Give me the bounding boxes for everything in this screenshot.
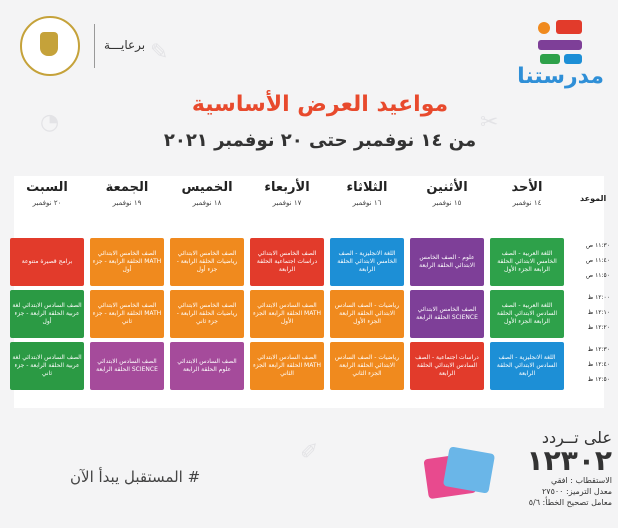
day-header: السبت ٢٠ نوفمبر	[8, 180, 86, 220]
ministry-sponsor: برعايـــة	[12, 10, 146, 76]
program-block: برامج قصيرة متنوعة	[10, 238, 84, 286]
doodle-icon: ◔	[40, 110, 60, 135]
program-block: اللغة العربية - الصف الخامس الابتدائي ال…	[490, 238, 564, 286]
program-block: علوم - الصف الخامس الابتدائي الحلقة الرا…	[410, 238, 484, 286]
time-slot: ١٢:٤٠ ظ	[587, 361, 610, 368]
doodle-icon: ✂	[480, 110, 499, 135]
program-block: الصف الخامس الابتدائي SCIENCE الحلقة الر…	[410, 290, 484, 338]
program-block: الصف السادس الابتدائي لغة عربية الحلقة ا…	[10, 342, 84, 390]
program-block: دراسات اجتماعية - الصف السادس الابتدائي …	[410, 342, 484, 390]
day-name: الأربعاء	[264, 180, 310, 195]
day-header: الثلاثاء ١٦ نوفمبر	[328, 180, 406, 220]
madrasetna-logo	[530, 10, 606, 90]
frequency-number: ١٢٣٠٢	[526, 444, 612, 477]
program-block: الصف السادس الابتدائي علوم الحلقة الرابع…	[170, 342, 244, 390]
logo-wordmark: مدرستنا	[517, 64, 604, 89]
program-block: الصف الخامس الابتدائي MATH الحلقة الرابع…	[90, 238, 164, 286]
program-block: رياضيات - الصف السادس الابتدائي الحلقة ا…	[330, 290, 404, 338]
day-header: الأثنين ١٥ نوفمبر	[408, 180, 486, 220]
program-block: الصف السادس الابتدائي SCIENCE الحلقة الر…	[90, 342, 164, 390]
program-block: اللغة الانجليزية - الصف السادس الابتدائي…	[490, 342, 564, 390]
day-date: ١٦ نوفمبر	[352, 199, 382, 207]
day-date: ٢٠ نوفمبر	[32, 199, 62, 207]
time-slot: ١١:٣٠ ص	[585, 242, 610, 249]
frequency-info: على تــردد ١٢٣٠٢ الاستقطاب : افقي معدل ا…	[520, 428, 612, 508]
day-header: الخميس ١٨ نوفمبر	[168, 180, 246, 220]
day-date: ١٧ نوفمبر	[272, 199, 302, 207]
time-slot: ١٢:١٠ ظ	[587, 309, 610, 316]
day-name: الخميس	[181, 180, 233, 195]
day-date: ١٨ نوفمبر	[192, 199, 222, 207]
day-name: الأثنين	[426, 180, 468, 195]
time-slots: ١١:٣٠ ص ١١:٤٠ ص ١١:٥٠ ص	[570, 238, 610, 283]
symbol-rate: معدل الترميز: ٢٧٥٠٠	[541, 487, 612, 496]
doodle-icon: ✐	[300, 440, 319, 465]
program-block: الصف الخامس الابتدائي رياضيات الحلقة الر…	[170, 290, 244, 338]
program-block: الصف السادس الابتدائي MATH الحلقة الرابع…	[250, 342, 324, 390]
frequency-label: على تــردد	[541, 428, 612, 447]
books-illustration	[420, 444, 500, 504]
time-slot: ١٢:٠٠ ظ	[587, 294, 610, 301]
time-slot: ١٢:٥٠ ظ	[587, 376, 610, 383]
day-header: الجمعة ١٩ نوفمبر	[88, 180, 166, 220]
error-correction: معامل تصحيح الخطأ: ٥/٦	[528, 498, 612, 507]
time-slot: ١١:٥٠ ص	[585, 272, 610, 279]
program-block: رياضيات - الصف السادس الابتدائي الحلقة ا…	[330, 342, 404, 390]
doodle-icon: ✎	[150, 40, 169, 65]
day-date: ١٥ نوفمبر	[432, 199, 462, 207]
day-name: الأحد	[511, 180, 543, 195]
time-slot: ١١:٤٠ ص	[585, 257, 610, 264]
hashtag-slogan: # المستقبل يبدأ الآن	[70, 468, 201, 486]
day-header: الأربعاء ١٧ نوفمبر	[248, 180, 326, 220]
time-slot: ١٢:٣٠ ظ	[587, 346, 610, 353]
day-name: الثلاثاء	[346, 180, 388, 195]
sponsor-label: برعايـــة	[104, 38, 146, 52]
program-block: الصف السادس الابتدائي لغة عربية الحلقة ا…	[10, 290, 84, 338]
page-title: مواعيد العرض الأساسية	[191, 92, 449, 117]
divider	[94, 24, 95, 68]
day-name: الجمعة	[105, 180, 149, 195]
ministry-emblem-icon	[20, 16, 80, 76]
polarization: الاستقطاب : افقي	[550, 476, 612, 485]
time-column-header: الموعد	[580, 194, 607, 203]
time-slots: ١٢:٠٠ ظ ١٢:١٠ ظ ١٢:٢٠ ظ	[570, 290, 610, 335]
day-date: ١٩ نوفمبر	[112, 199, 142, 207]
program-block: الصف السادس الابتدائي MATH الحلقة الرابع…	[250, 290, 324, 338]
page-subtitle: من ١٤ نوفمبر حتى ٢٠ نوفمبر ٢٠٢١	[163, 130, 477, 151]
day-name: السبت	[26, 180, 68, 195]
time-slot: ١٢:٢٠ ظ	[587, 324, 610, 331]
program-block: الصف الخامس الابتدائي دراسات اجتماعية ال…	[250, 238, 324, 286]
program-block: اللغة الانجليزية - الصف الخامس الابتدائي…	[330, 238, 404, 286]
day-date: ١٤ نوفمبر	[512, 199, 542, 207]
program-block: الصف الخامس الابتدائي رياضيات الحلقة الر…	[170, 238, 244, 286]
time-slots: ١٢:٣٠ ظ ١٢:٤٠ ظ ١٢:٥٠ ظ	[570, 342, 610, 387]
day-header: الأحد ١٤ نوفمبر	[488, 180, 566, 220]
schedule-table: الموعد الأحد ١٤ نوفمبر الأثنين ١٥ نوفمبر الث…	[10, 176, 610, 408]
program-block: اللغة العربية - الصف السادس الابتدائي ال…	[490, 290, 564, 338]
program-block: الصف الخامس الابتدائي MATH الحلقة الرابع…	[90, 290, 164, 338]
